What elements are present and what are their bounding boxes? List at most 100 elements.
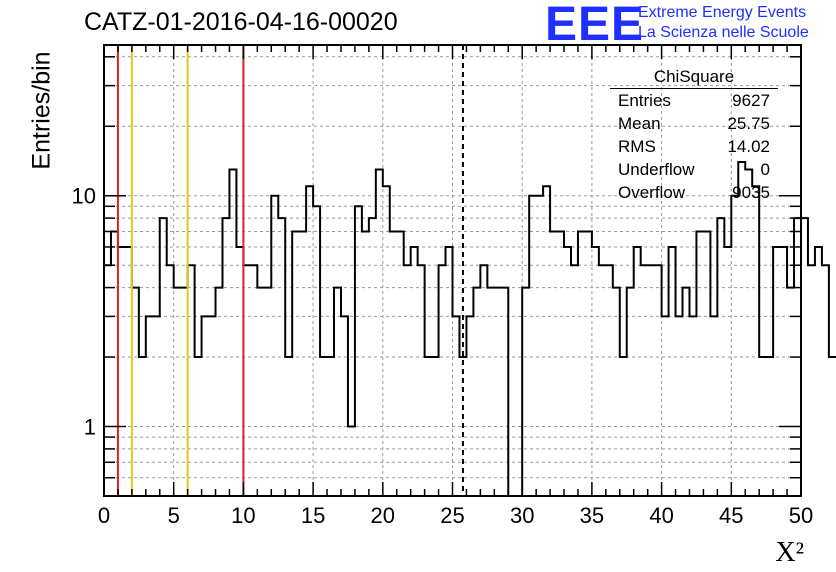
histogram-bin (341, 316, 348, 496)
x-axis-label: X² (775, 537, 804, 568)
histogram-step-line (104, 161, 836, 497)
histogram-bin (271, 196, 278, 496)
histogram-bin (822, 265, 829, 496)
stats-label: RMS (618, 137, 656, 156)
histogram-bin (111, 231, 118, 496)
histogram-bin (453, 316, 460, 496)
histogram-bin (585, 231, 592, 496)
stats-value: 25.75 (727, 114, 770, 133)
histogram-bin (773, 247, 780, 496)
stats-value: 14.02 (727, 137, 770, 156)
histogram-bin (759, 357, 766, 496)
histogram-bin (104, 265, 111, 496)
histogram-bin (724, 247, 731, 496)
histogram-bin (766, 357, 773, 496)
histogram-bin (655, 265, 662, 496)
histogram-bin (689, 316, 696, 496)
histogram-bin (480, 265, 487, 496)
histogram-bin (717, 218, 724, 496)
histogram-bin (606, 265, 613, 496)
stats-label: Entries (618, 91, 671, 110)
histogram-bin (125, 247, 132, 496)
histogram-bin (487, 288, 494, 496)
histogram-bin (557, 231, 564, 496)
x-tick-label: 25 (440, 503, 464, 528)
chart-title: CATZ-01-2016-04-16-00020 (84, 8, 398, 36)
histogram-bin (683, 288, 690, 496)
histogram-bin (397, 231, 404, 496)
histogram-bin (676, 316, 683, 496)
histogram-bin (390, 231, 397, 496)
histogram-bin (592, 247, 599, 496)
histogram-bin (229, 169, 236, 496)
stats-row-mean: Mean 25.75 (610, 112, 778, 135)
histogram-bin (167, 265, 174, 496)
stats-value: 9035 (732, 183, 770, 202)
histogram-bin (160, 218, 167, 496)
histogram-bin (376, 169, 383, 496)
histogram-bin (550, 231, 557, 496)
histogram-bin (418, 265, 425, 496)
x-tick-label: 20 (371, 503, 395, 528)
histogram-bin (146, 316, 153, 496)
histogram-bin (348, 427, 355, 496)
histogram-bin (738, 162, 745, 496)
reference-lines (116, 45, 464, 496)
histogram-bin (543, 186, 550, 496)
histogram-bin (529, 196, 536, 496)
logo-caption-line2: La Scienza nelle Scuole (638, 24, 809, 41)
histogram-bin (752, 186, 759, 496)
stats-row-underflow: Underflow 0 (610, 158, 778, 181)
stats-row-rms: RMS 14.02 (610, 135, 778, 158)
histogram-bin (787, 288, 794, 496)
histogram-bin (202, 316, 209, 496)
x-tick-label: 0 (98, 503, 110, 528)
histogram-bin (439, 265, 446, 496)
histogram-bin (306, 186, 313, 496)
histogram-bin (599, 265, 606, 496)
histogram-bin (362, 231, 369, 496)
histogram-bin (369, 218, 376, 496)
stats-row-overflow: Overflow 9035 (610, 181, 778, 204)
histogram-bin (564, 247, 571, 496)
stats-box: ChiSquare Entries 9627 Mean 25.75 RMS 14… (610, 67, 778, 204)
histogram-bin (432, 357, 439, 496)
histogram-bin (320, 357, 327, 496)
axes: 0 5 10 15 20 25 30 35 40 45 50 1 10 (72, 44, 813, 528)
y-tick-label: 1 (84, 415, 96, 440)
histogram-bin (696, 231, 703, 496)
histogram-bin (188, 265, 195, 496)
histogram-bin (703, 231, 710, 496)
stats-value: 9627 (732, 91, 770, 110)
histogram-bin (801, 218, 808, 496)
histogram-bin (181, 288, 188, 496)
y-tick-label: 10 (72, 184, 96, 209)
histogram-bin (278, 218, 285, 496)
x-tick-label: 40 (649, 503, 673, 528)
histogram-bin (118, 247, 125, 496)
histogram-bin (536, 196, 543, 496)
histogram-bin (411, 247, 418, 496)
histogram-bin (501, 288, 508, 496)
histogram-bin (285, 357, 292, 496)
histogram-bin (174, 288, 181, 496)
x-tick-label: 30 (510, 503, 534, 528)
histogram-bin (139, 357, 146, 496)
histogram-bin (669, 247, 676, 496)
logo-caption-line1: Extreme Energy Events (638, 4, 807, 21)
stats-value: 0 (760, 160, 770, 179)
histogram-bin (627, 288, 634, 496)
histogram-bin (613, 288, 620, 496)
histogram-bin (641, 265, 648, 496)
eee-logo: EEE (545, 0, 645, 51)
histogram-bin (250, 265, 257, 496)
histogram-bin (236, 247, 243, 496)
histogram-bin (292, 231, 299, 496)
histogram-bin (257, 288, 264, 496)
histogram-bin (383, 186, 390, 496)
histogram-bin (222, 218, 229, 496)
histogram-bin (466, 316, 473, 496)
histogram-bin (209, 316, 216, 496)
histogram-bin (327, 357, 334, 496)
histogram-bin (473, 288, 480, 496)
